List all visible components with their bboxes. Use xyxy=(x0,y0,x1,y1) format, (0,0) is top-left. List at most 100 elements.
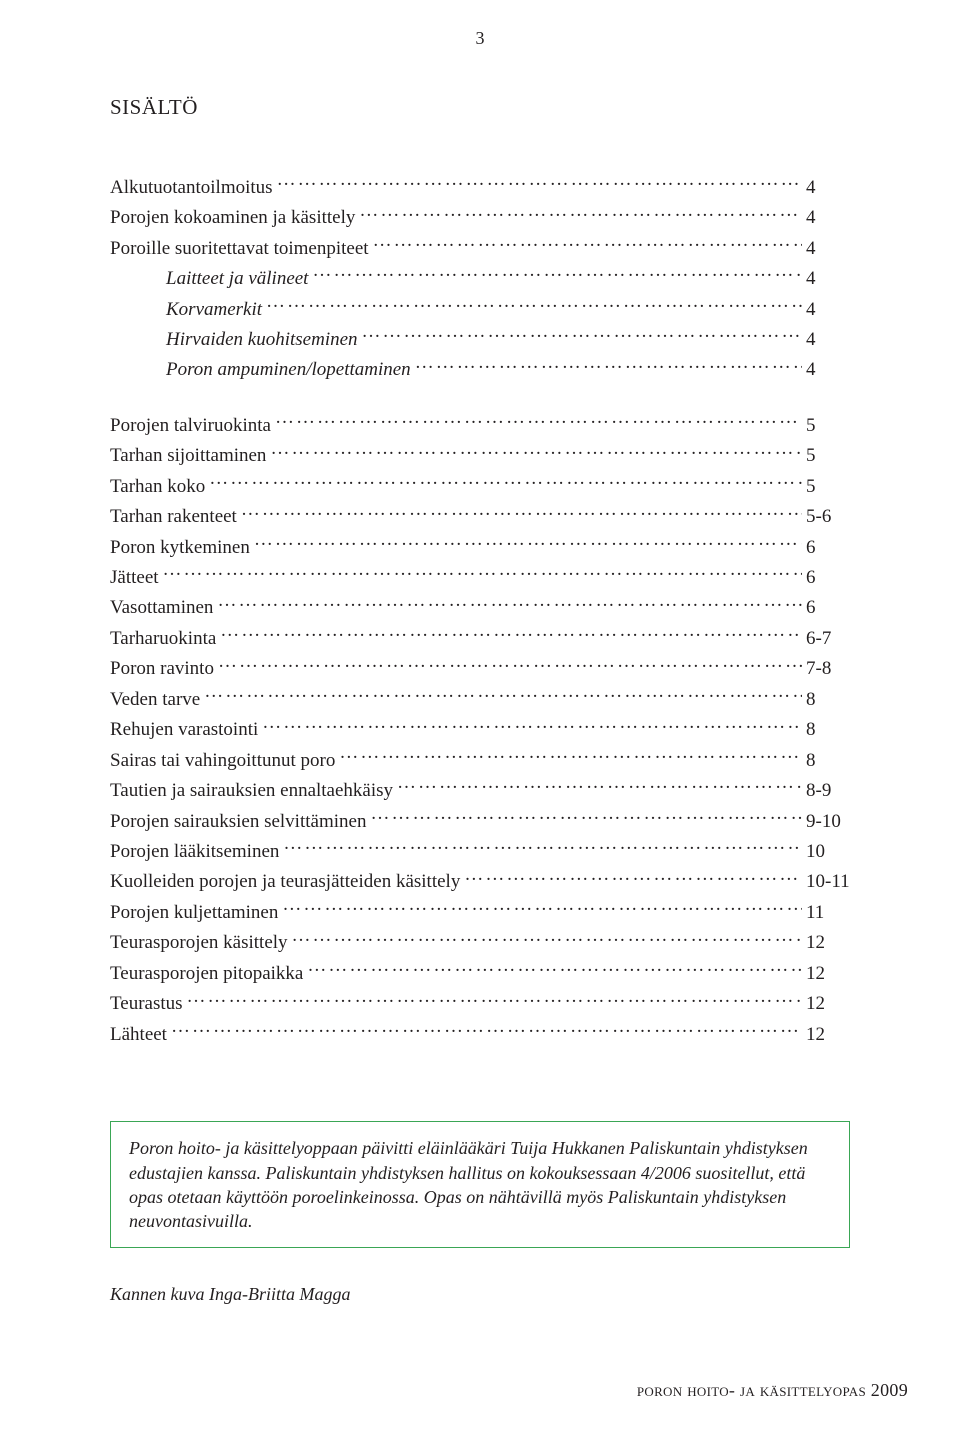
toc-row: Poroille suoritettavat toimenpiteet4 xyxy=(110,231,850,261)
toc-page: 6 xyxy=(806,595,850,621)
toc-label: Porojen kokoaminen ja käsittely xyxy=(110,205,355,231)
toc-label: Rehujen varastointi xyxy=(110,717,258,743)
toc-page: 12 xyxy=(806,961,850,987)
toc-label: Tarharuokinta xyxy=(110,626,216,652)
toc-page: 8 xyxy=(806,717,850,743)
toc-label: Tarhan sijoittaminen xyxy=(110,443,266,469)
toc-page: 4 xyxy=(806,327,850,353)
toc-row: Lähteet 12 xyxy=(110,1017,850,1047)
toc-label: Jätteet xyxy=(110,565,159,591)
toc-row: Porojen talviruokinta 5 xyxy=(110,408,850,438)
toc-leader-dots xyxy=(218,652,802,675)
toc-row: Poron ampuminen/lopettaminen 4 xyxy=(110,353,850,383)
toc-page: 4 xyxy=(806,175,850,201)
toc-row: Teurastus 12 xyxy=(110,986,850,1016)
toc-leader-dots xyxy=(312,261,802,284)
toc-label: Tautien ja sairauksien ennaltaehkäisy xyxy=(110,778,393,804)
toc-label: Porojen kuljettaminen xyxy=(110,900,278,926)
toc-label: Teurasporojen pitopaikka xyxy=(110,961,303,987)
toc-page: 8 xyxy=(806,748,850,774)
toc-label: Poron ravinto xyxy=(110,656,214,682)
toc-label: Vasottaminen xyxy=(110,595,213,621)
toc-page: 6-7 xyxy=(806,626,850,652)
toc-label: Porojen talviruokinta xyxy=(110,413,271,439)
toc-leader-dots xyxy=(241,499,802,522)
toc-row: Jätteet 6 xyxy=(110,560,850,590)
toc-label: Poron ampuminen/lopettaminen xyxy=(110,357,411,383)
toc-label: Teurastus xyxy=(110,991,183,1017)
toc-leader-dots xyxy=(277,170,802,193)
toc-leader-dots xyxy=(292,926,802,949)
toc-label: Teurasporojen käsittely xyxy=(110,930,288,956)
toc-label: Kuolleiden porojen ja teurasjätteiden kä… xyxy=(110,869,460,895)
toc-page: 11 xyxy=(806,900,850,926)
toc-leader-dots xyxy=(204,682,802,705)
toc-leader-dots xyxy=(254,530,802,553)
toc-page: 10 xyxy=(806,839,850,865)
toc-page: 5-6 xyxy=(806,504,850,530)
toc-row: Veden tarve8 xyxy=(110,682,850,712)
toc-row: Teurasporojen käsittely 12 xyxy=(110,926,850,956)
toc-page: 4 xyxy=(806,357,850,383)
toc-row: Vasottaminen 6 xyxy=(110,591,850,621)
toc-row: Tarhan sijoittaminen 5 xyxy=(110,439,850,469)
footer-title: poron hoito- ja käsittelyopas 2009 xyxy=(637,1380,908,1401)
toc-leader-dots xyxy=(171,1017,802,1040)
toc-page: 12 xyxy=(806,991,850,1017)
note-box: Poron hoito- ja käsittelyoppaan päivitti… xyxy=(110,1121,850,1248)
toc-leader-dots xyxy=(370,804,802,827)
toc-row: Kuolleiden porojen ja teurasjätteiden kä… xyxy=(110,865,850,895)
toc-leader-dots xyxy=(282,895,802,918)
toc-leader-dots xyxy=(373,231,802,254)
toc-leader-dots xyxy=(209,469,802,492)
toc-page: 7-8 xyxy=(806,656,850,682)
toc-page: 10-11 xyxy=(806,869,850,895)
toc-page: 5 xyxy=(806,474,850,500)
table-of-contents: Alkutuotantoilmoitus4Porojen kokoaminen … xyxy=(110,170,850,1047)
toc-row: Porojen kuljettaminen 11 xyxy=(110,895,850,925)
toc-leader-dots xyxy=(283,834,802,857)
toc-label: Lähteet xyxy=(110,1022,167,1048)
toc-row: Tarhan koko 5 xyxy=(110,469,850,499)
toc-leader-dots xyxy=(262,712,802,735)
toc-page: 5 xyxy=(806,443,850,469)
cover-credit: Kannen kuva Inga-Briitta Magga xyxy=(110,1284,850,1305)
toc-leader-dots xyxy=(339,743,802,766)
toc-row: Poron ravinto 7-8 xyxy=(110,652,850,682)
toc-leader-dots xyxy=(270,439,802,462)
toc-row: Teurasporojen pitopaikka 12 xyxy=(110,956,850,986)
toc-label: Tarhan koko xyxy=(110,474,205,500)
toc-leader-dots xyxy=(464,865,802,888)
toc-page: 9-10 xyxy=(806,809,850,835)
toc-label: Laitteet ja välineet xyxy=(110,266,308,292)
toc-leader-dots xyxy=(362,322,802,345)
toc-row: Korvamerkit 4 xyxy=(110,292,850,322)
toc-row: Porojen sairauksien selvittäminen9-10 xyxy=(110,804,850,834)
toc-page: 6 xyxy=(806,565,850,591)
toc-page: 5 xyxy=(806,413,850,439)
toc-label: Hirvaiden kuohitseminen xyxy=(110,327,358,353)
toc-page: 12 xyxy=(806,930,850,956)
toc-page: 4 xyxy=(806,266,850,292)
toc-row: Porojen kokoaminen ja käsittely 4 xyxy=(110,200,850,230)
toc-row: Rehujen varastointi 8 xyxy=(110,712,850,742)
toc-label: Poroille suoritettavat toimenpiteet xyxy=(110,236,369,262)
toc-leader-dots xyxy=(275,408,802,431)
toc-leader-dots xyxy=(397,773,802,796)
toc-page: 4 xyxy=(806,297,850,323)
toc-leader-dots xyxy=(220,621,802,644)
toc-row: Tarharuokinta 6-7 xyxy=(110,621,850,651)
toc-row: Poron kytkeminen6 xyxy=(110,530,850,560)
toc-page: 4 xyxy=(806,205,850,231)
toc-row: Sairas tai vahingoittunut poro 8 xyxy=(110,743,850,773)
toc-gap xyxy=(110,383,850,408)
toc-title: sisältö xyxy=(110,88,850,122)
toc-label: Korvamerkit xyxy=(110,297,262,323)
page: 3 sisältö Alkutuotantoilmoitus4Porojen k… xyxy=(0,0,960,1441)
toc-label: Tarhan rakenteet xyxy=(110,504,237,530)
toc-row: Laitteet ja välineet 4 xyxy=(110,261,850,291)
toc-page: 8-9 xyxy=(806,778,850,804)
toc-label: Sairas tai vahingoittunut poro xyxy=(110,748,335,774)
toc-page: 12 xyxy=(806,1022,850,1048)
toc-row: Porojen lääkitseminen10 xyxy=(110,834,850,864)
